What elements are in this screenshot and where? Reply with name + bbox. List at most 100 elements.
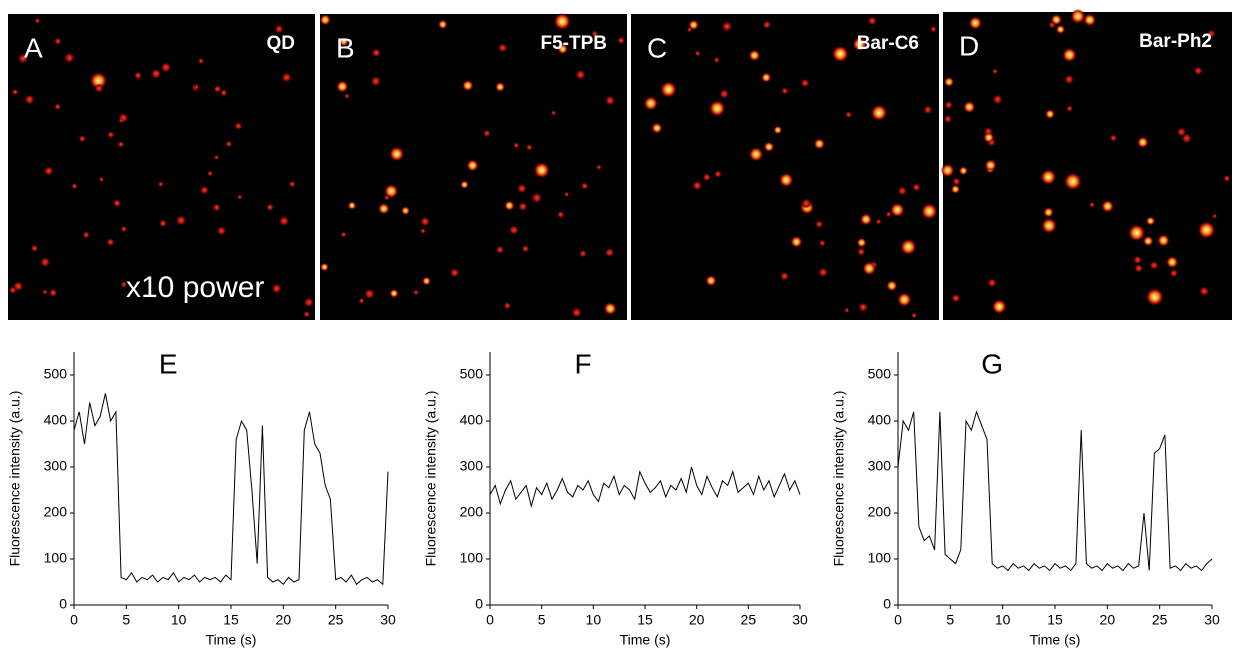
fluorescent-spot (504, 200, 515, 211)
fluorescent-spot (516, 183, 527, 194)
fluorescent-spot (709, 100, 726, 117)
fluorescent-spot (580, 182, 589, 190)
panel-label: B (336, 32, 355, 63)
y-tick-label: 100 (868, 550, 892, 566)
fluorescent-spot (603, 302, 617, 316)
fluorescent-spot (1169, 268, 1179, 278)
fluorescent-spot (389, 288, 399, 298)
y-axis-label: Fluorescence intensity (a.u.) (7, 391, 23, 567)
fluorescent-spot (13, 280, 24, 292)
fluorescent-spot (1128, 224, 1146, 242)
fluorescent-spot (944, 76, 954, 87)
chart: 0 100 200 300 400 500 0 5 10 15 20 25 30 Time (s) Fluo… (423, 348, 808, 647)
fluorescent-spot (557, 43, 568, 55)
x-tick-label: 20 (689, 612, 705, 628)
fluorescent-spot (702, 173, 711, 182)
fluorescent-spot (1064, 74, 1075, 85)
fluorescent-spot (1145, 288, 1164, 306)
fluorescent-spot (831, 45, 849, 63)
fluorescent-spot (551, 110, 557, 116)
x-tick-label: 20 (276, 612, 292, 628)
fluorescent-spot (1133, 255, 1143, 265)
fluorescent-spot (553, 12, 571, 30)
fluorescent-spot (951, 293, 961, 303)
fluorescent-spot (943, 114, 952, 124)
chart-title: E (159, 348, 178, 379)
fluorescent-spot (1212, 213, 1218, 219)
fluorescent-spot (513, 142, 520, 149)
y-tick-label: 500 (868, 366, 892, 382)
fluorescent-spot (1134, 263, 1144, 273)
x-tick-label: 15 (223, 612, 239, 628)
fluorescent-spot (213, 84, 222, 93)
fluorescent-spot (867, 16, 877, 26)
y-tick-label: 100 (460, 550, 484, 566)
x-tick-label: 15 (1047, 612, 1063, 628)
fluorescent-spot (557, 210, 565, 219)
y-tick-label: 0 (883, 596, 891, 612)
x-tick-label: 0 (70, 612, 78, 628)
fluorescent-spot (150, 68, 162, 80)
fluorescent-spot (288, 180, 296, 188)
fluorescent-spot (339, 36, 349, 47)
fluorescent-spot (1040, 169, 1057, 185)
chart: 0 100 200 300 400 500 0 5 10 15 20 25 30 Time (s) Fluo… (831, 348, 1220, 647)
fluorescent-spot (303, 310, 311, 318)
fluorescent-spot (604, 95, 616, 106)
trace (489, 466, 801, 509)
fluorescent-spot (1083, 13, 1097, 27)
fluorescent-spot (963, 100, 976, 114)
y-axis-label: Fluorescence intensity (a.u.) (831, 391, 847, 567)
x-tick-label: 0 (486, 612, 494, 628)
y-tick-label: 200 (44, 504, 68, 520)
fluorescent-spot (818, 239, 826, 247)
fluorescent-spot (713, 56, 720, 64)
fluorescent-spot (1199, 286, 1210, 297)
fluorescent-spot (371, 48, 381, 58)
fluorescent-spot (1045, 109, 1055, 119)
fluorescent-spot (1206, 29, 1216, 38)
fluorescent-spot (525, 144, 533, 151)
fluorescent-spot (24, 94, 35, 105)
fluorescent-spot (800, 198, 812, 209)
fluorescent-spot (107, 131, 115, 139)
panel-annotation: x10 power (126, 271, 264, 304)
panel-name: F5-TPB (541, 33, 608, 54)
panel-background (631, 14, 939, 320)
fluorescent-spot (987, 278, 997, 288)
fluorescent-spot (940, 163, 955, 178)
fluorescent-spot (1193, 66, 1203, 76)
fluorescent-spot (319, 14, 331, 26)
fluorescent-spot (320, 262, 329, 272)
panel-name: QD (267, 33, 296, 54)
fluorescent-spot (413, 289, 419, 296)
fluorescent-spot (281, 72, 292, 83)
fluorescent-spot (422, 276, 431, 286)
fluorescent-spot (564, 191, 570, 197)
fluorescent-spot (1137, 136, 1149, 149)
fluorescent-spot (42, 289, 48, 295)
fluorescent-spot (651, 122, 663, 134)
fluorescent-spot (11, 88, 19, 96)
y-tick-label: 200 (460, 504, 484, 520)
fluorescent-spot (89, 72, 108, 90)
fluorescent-spot (175, 215, 187, 226)
fluorescent-spot (133, 71, 143, 80)
fluorescent-spot (992, 68, 998, 75)
fluorescent-spot (860, 213, 873, 226)
fluorescent-spot (930, 25, 937, 33)
fluorescent-spot (225, 140, 233, 148)
fluorescent-spot (303, 297, 314, 308)
fluorescent-spot (197, 57, 205, 65)
fluorescent-spot (378, 202, 390, 215)
fluorescent-spot (1166, 256, 1179, 269)
fluorescent-spot (944, 100, 953, 110)
fluorescent-spot (54, 103, 62, 111)
fluorescent-spot (952, 177, 961, 186)
x-tick-label: 5 (122, 612, 130, 628)
fluorescent-spot (401, 206, 410, 216)
fluorescent-spot (1142, 235, 1154, 247)
fluorescent-spot (1157, 234, 1170, 247)
panel-label: D (959, 30, 979, 61)
fluorescent-spot (278, 215, 290, 227)
